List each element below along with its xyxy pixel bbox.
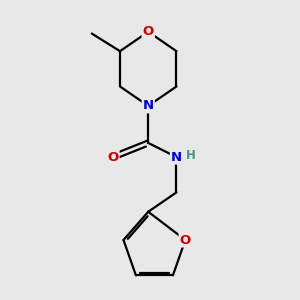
Text: O: O — [180, 233, 191, 247]
Text: N: N — [171, 151, 182, 164]
Text: O: O — [107, 151, 118, 164]
Text: N: N — [143, 99, 154, 112]
Text: H: H — [186, 149, 196, 162]
Text: O: O — [142, 25, 154, 38]
